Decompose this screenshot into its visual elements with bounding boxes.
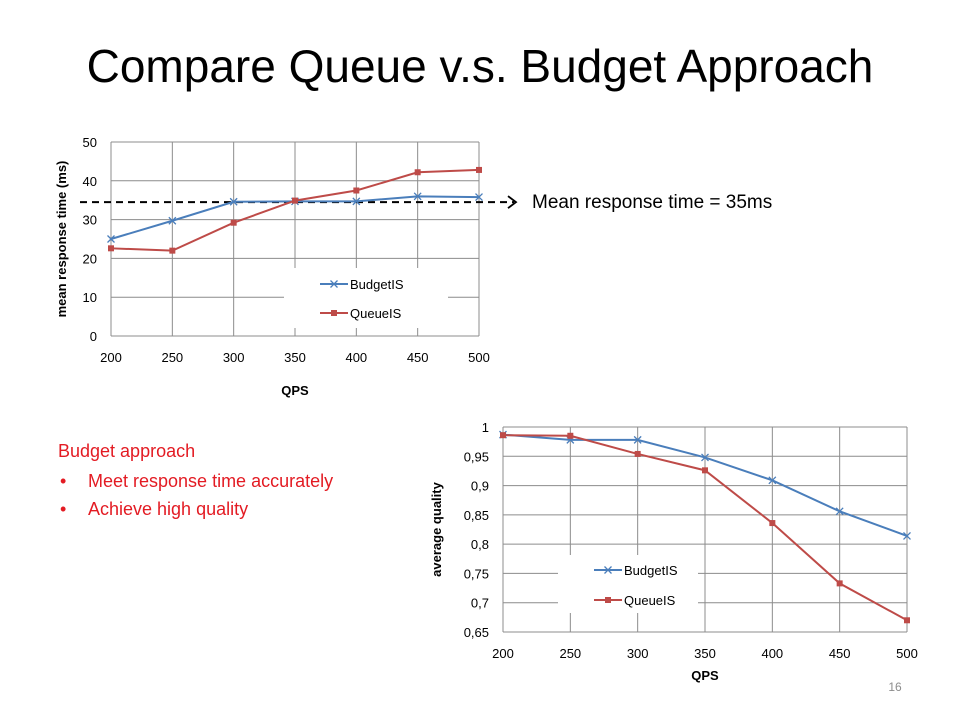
y-tick-label: 40 xyxy=(83,174,97,189)
x-tick-label: 400 xyxy=(345,350,367,365)
data-point-budgetis xyxy=(701,453,709,462)
bullet-section: Budget approach • Meet response time accu… xyxy=(58,440,333,526)
data-point-budgetis xyxy=(413,192,422,201)
x-axis-label: QPS xyxy=(281,383,309,398)
y-tick-label: 0,9 xyxy=(471,479,489,494)
legend-label: BudgetIS xyxy=(350,277,404,292)
legend-box xyxy=(558,555,698,613)
data-point-queueis xyxy=(230,219,237,226)
data-point-queueis xyxy=(292,197,298,204)
legend-marker-budgetis xyxy=(330,280,338,288)
data-point-budgetis xyxy=(566,435,575,444)
data-point-queueis xyxy=(904,617,910,624)
x-axis-label: QPS xyxy=(691,668,719,683)
y-tick-label: 0,75 xyxy=(464,566,489,581)
data-point-queueis xyxy=(567,432,574,439)
data-point-budgetis xyxy=(768,476,777,485)
bullet-item: • Meet response time accurately xyxy=(58,470,333,492)
data-point-budgetis xyxy=(107,235,115,243)
bullet-list: • Meet response time accurately • Achieve … xyxy=(58,470,333,520)
legend-marker-budgetis xyxy=(604,566,612,574)
bullet-text: Meet response time accurately xyxy=(88,471,334,491)
x-tick-label: 500 xyxy=(896,646,918,661)
data-point-budgetis xyxy=(835,507,844,516)
y-tick-label: 0,8 xyxy=(471,537,489,552)
data-point-budgetis xyxy=(291,197,299,206)
legend-box xyxy=(284,268,448,328)
series-line-budgetis xyxy=(110,195,480,240)
data-point-queueis xyxy=(353,187,360,194)
series-line-queueis xyxy=(110,168,480,252)
reference-annotation: Mean response time = 35ms xyxy=(532,192,773,213)
x-tick-label: 450 xyxy=(829,646,851,661)
data-point-queueis xyxy=(414,169,421,176)
legend-marker-queueis xyxy=(605,597,611,603)
x-tick-label: 350 xyxy=(284,350,306,365)
x-tick-label: 250 xyxy=(161,350,183,365)
bullet-item: • Achieve high quality xyxy=(58,498,333,520)
series-line-queueis xyxy=(502,434,908,622)
bullet-dot-icon: • xyxy=(60,499,67,519)
legend-marker-queueis xyxy=(331,310,337,316)
y-tick-label: 0,85 xyxy=(464,508,489,523)
x-tick-label: 500 xyxy=(468,350,490,365)
bullet-text: Achieve high quality xyxy=(88,499,249,519)
x-tick-label: 250 xyxy=(559,646,581,661)
legend-label: QueueIS xyxy=(624,593,676,608)
y-tick-label: 0,95 xyxy=(464,449,489,464)
slide-title: Compare Queue v.s. Budget Approach xyxy=(86,40,874,92)
data-point-budgetis xyxy=(229,197,238,206)
data-point-budgetis xyxy=(499,430,507,439)
reference-arrow-icon xyxy=(507,195,518,209)
data-point-queueis xyxy=(169,247,176,254)
bullet-heading: Budget approach xyxy=(58,441,196,461)
x-tick-label: 300 xyxy=(627,646,649,661)
slide-number: 16 xyxy=(888,680,902,694)
data-point-budgetis xyxy=(903,531,911,540)
x-tick-label: 200 xyxy=(100,350,122,365)
y-tick-label: 1 xyxy=(482,420,489,435)
y-tick-label: 10 xyxy=(83,290,97,305)
data-point-budgetis xyxy=(633,435,642,444)
data-point-queueis xyxy=(500,432,506,439)
y-tick-label: 50 xyxy=(83,135,97,150)
data-point-queueis xyxy=(476,166,482,173)
x-tick-label: 300 xyxy=(223,350,245,365)
y-axis-label: average quality xyxy=(429,481,444,576)
x-tick-label: 450 xyxy=(407,350,429,365)
x-tick-label: 400 xyxy=(761,646,783,661)
y-tick-label: 0,7 xyxy=(471,596,489,611)
series-line-budgetis xyxy=(502,433,908,537)
y-tick-label: 30 xyxy=(83,213,97,228)
y-tick-label: 20 xyxy=(83,251,97,266)
legend-label: QueueIS xyxy=(350,306,402,321)
data-point-budgetis xyxy=(352,197,361,206)
data-point-budgetis xyxy=(168,216,177,225)
legend-label: BudgetIS xyxy=(624,563,678,578)
bullet-dot-icon: • xyxy=(60,471,67,491)
data-point-budgetis xyxy=(475,193,483,202)
data-point-queueis xyxy=(769,520,776,527)
data-point-queueis xyxy=(702,467,708,474)
data-point-queueis xyxy=(108,245,114,252)
data-point-queueis xyxy=(836,580,843,587)
y-axis-label: mean response time (ms) xyxy=(54,161,69,318)
x-tick-label: 350 xyxy=(694,646,716,661)
y-tick-label: 0 xyxy=(90,329,97,344)
x-tick-label: 200 xyxy=(492,646,514,661)
y-tick-label: 0,65 xyxy=(464,625,489,640)
data-point-queueis xyxy=(634,450,641,457)
